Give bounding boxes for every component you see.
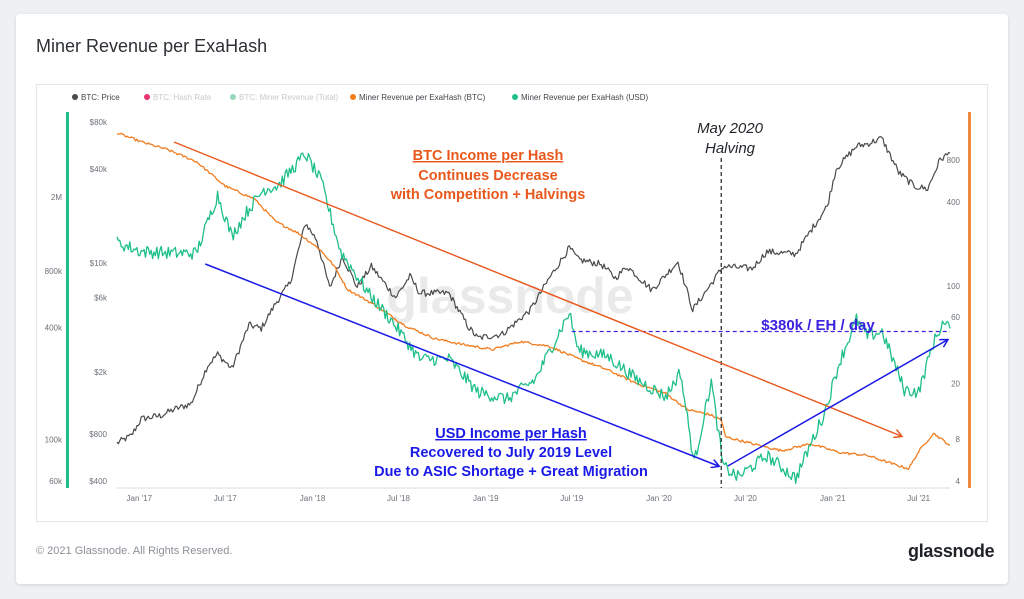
- level-label: $380k / EH / day: [761, 317, 875, 334]
- price-tick-label: $40k: [90, 165, 108, 174]
- chart-frame: [36, 84, 988, 522]
- usd-income-title: USD Income per Hash: [435, 426, 587, 442]
- x-tick-label: Jan '21: [820, 494, 846, 503]
- btc-income-annotation: BTC Income per Hash Continues Decrease w…: [390, 148, 586, 203]
- legend-dot: [350, 94, 356, 100]
- usd-tick-label: 800k: [45, 267, 63, 276]
- series-layer: [116, 132, 951, 484]
- x-tick-label: Jul '17: [214, 494, 237, 503]
- x-tick-label: Jan '19: [473, 494, 499, 503]
- usd-income-annotation: USD Income per Hash Recovered to July 20…: [374, 426, 648, 480]
- page-title: Miner Revenue per ExaHash: [36, 36, 268, 56]
- x-tick-label: Jul '18: [387, 494, 410, 503]
- right-axis-bar: [968, 112, 971, 488]
- btc-income-line2: Continues Decrease: [418, 168, 557, 184]
- usd-tick-label: 2M: [51, 193, 62, 202]
- legend-dot: [144, 94, 150, 100]
- usd-decline-arrow: [205, 263, 718, 466]
- x-tick-label: Jul '21: [907, 494, 930, 503]
- price-tick-label: $10k: [90, 259, 108, 268]
- btc-income-line3: with Competition + Halvings: [390, 187, 586, 203]
- usd-tick-label: 400k: [45, 323, 63, 332]
- usd-income-line3: Due to ASIC Shortage + Great Migration: [374, 464, 648, 480]
- btc-tick-label: 20: [951, 379, 960, 388]
- price-line: [116, 135, 951, 445]
- legend-item-3: Miner Revenue per ExaHash (BTC): [359, 93, 486, 102]
- btc-tick-label: 8: [956, 435, 961, 444]
- revenue-usd-line: [116, 152, 951, 484]
- btc-income-title: BTC Income per Hash: [413, 148, 564, 164]
- legend-dot: [72, 94, 78, 100]
- watermark: glassnode: [386, 268, 633, 324]
- price-tick-label: $2k: [94, 368, 108, 377]
- x-tick-label: Jul '20: [734, 494, 757, 503]
- price-tick-label: $80k: [90, 118, 108, 127]
- legend-item-1: BTC: Hash Rate: [153, 93, 212, 102]
- price-tick-label: $800: [89, 430, 107, 439]
- btc-tick-label: 100: [947, 282, 961, 291]
- btc-tick-label: 400: [947, 198, 961, 207]
- overlay-layer: [173, 141, 950, 488]
- x-tick-label: Jul '19: [560, 494, 583, 503]
- axis-ticks: $80k $40k $10k $6k $2k $800 $400 2M 800k 400k 100k…: [45, 118, 961, 503]
- btc-tick-label: 800: [947, 156, 961, 165]
- copyright: © 2021 Glassnode. All Rights Reserved.: [36, 545, 233, 557]
- legend: BTC: Price BTC: Hash Rate BTC: Miner Reven…: [72, 93, 648, 102]
- btc-tick-label: 60: [951, 313, 960, 322]
- brand-logo: glassnode: [908, 541, 995, 561]
- usd-tick-label: 100k: [45, 436, 63, 445]
- usd-recovery-arrow: [727, 340, 947, 467]
- price-tick-label: $400: [89, 477, 107, 486]
- usd-income-line2: Recovered to July 2019 Level: [410, 445, 612, 461]
- price-tick-label: $6k: [94, 294, 108, 303]
- x-tick-label: Jan '20: [646, 494, 672, 503]
- legend-item-2: BTC: Miner Revenue (Total): [239, 93, 338, 102]
- usd-tick-label: 60k: [49, 477, 63, 486]
- legend-item-0: BTC: Price: [81, 93, 120, 102]
- left-axis-bar: [66, 112, 69, 488]
- halving-label-line1: May 2020: [697, 120, 764, 137]
- legend-dot: [512, 94, 518, 100]
- btc-tick-label: 4: [956, 477, 961, 486]
- chart-card: [16, 14, 1008, 584]
- btc-trend-arrow: [173, 141, 901, 436]
- legend-dot: [230, 94, 236, 100]
- x-tick-label: Jan '17: [127, 494, 153, 503]
- legend-item-4: Miner Revenue per ExaHash (USD): [521, 93, 648, 102]
- x-tick-label: Jan '18: [300, 494, 326, 503]
- halving-label-line2: Halving: [705, 140, 756, 157]
- halving-annotation: May 2020 Halving: [697, 120, 764, 157]
